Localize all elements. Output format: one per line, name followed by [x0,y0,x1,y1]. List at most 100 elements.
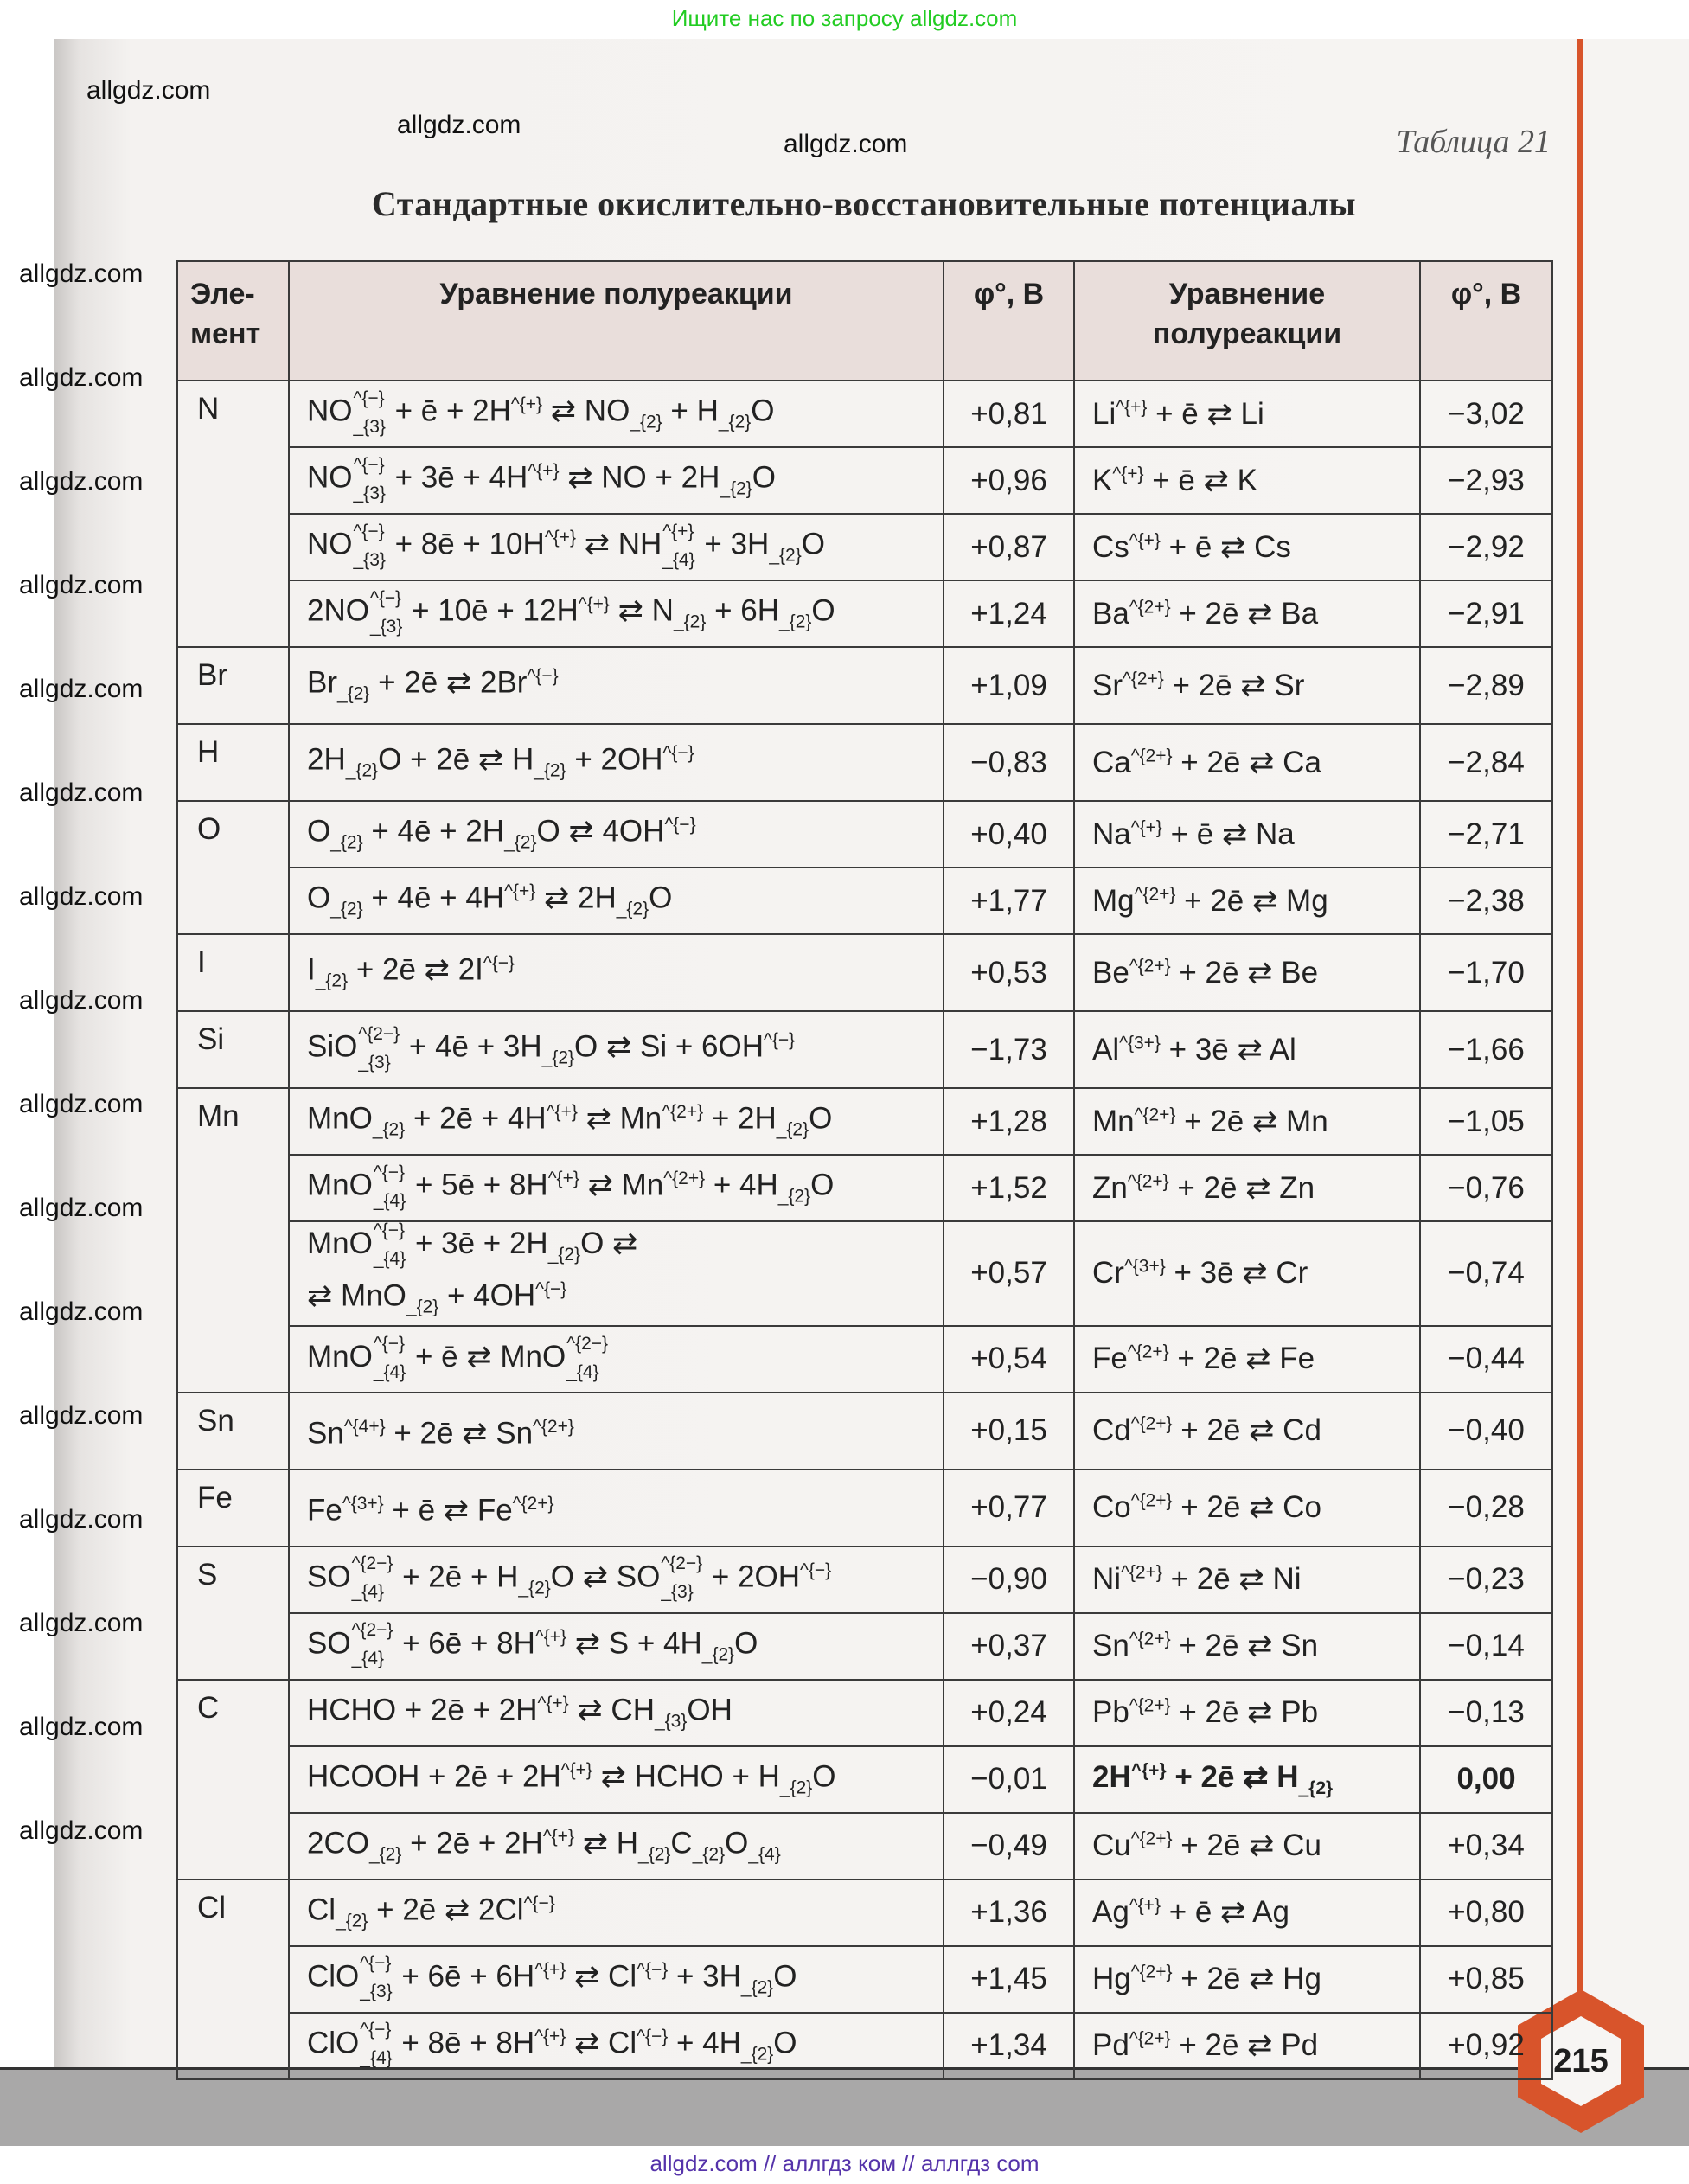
potential-value-right: −0,74 [1419,1220,1553,1327]
half-reaction-equation: HCOOH + 2ē + 2H^{+} ⇄ HCHO + H_{2}O [288,1745,944,1814]
potential-value-right: −2,71 [1419,800,1553,868]
potential-value: +0,77 [943,1468,1075,1547]
table-row: 2NO _{3} ^{−} + 10ē + 12H^{+} ⇄ N_{2} + 6H… [177,580,1553,648]
watermark-text: allgdz.com [19,1401,144,1430]
potential-value: +1,77 [943,867,1075,935]
table-row: Br Br_{2} + 2ē ⇄ 2Br^{−} +1,09 Sr^{2+} + 2ē… [176,646,1553,725]
table-row: 2CO_{2} + 2ē + 2H^{+} ⇄ H_{2}C_{2}O_{4} −… [177,1811,1553,1880]
half-reaction-equation: MnO_{2} + 2ē + 4H^{+} ⇄ Mn^{2+} + 2H_{2}… [288,1087,944,1156]
half-reaction-equation: HCHO + 2ē + 2H^{+} ⇄ CH_{3}OH [288,1678,944,1747]
half-reaction-equation-right: Fe^{2+} + 2ē ⇄ Fe [1073,1324,1421,1393]
potential-value-right: −2,89 [1419,646,1553,725]
half-reaction-equation: MnO _{4} ^{−} + 3ē + 2H_{2}O ⇄ ⇄ MnO_{2} + … [288,1220,944,1327]
potential-value-right: −1,70 [1419,933,1553,1012]
half-reaction-equation: I_{2} + 2ē ⇄ 2I^{−} [288,933,944,1012]
potential-value: +0,54 [943,1324,1075,1393]
potential-value-right: 0,00 [1419,1745,1553,1814]
watermark-text: allgdz.com [19,467,144,496]
element-cell: N [176,380,290,648]
header-equation: Уравнение полуреакции [288,260,944,381]
table-row: ClO _{4} ^{−} + 8ē + 8H^{+} ⇄ Cl^{−} + 4H_… [177,2011,1553,2080]
half-reaction-equation-right: Cs^{+} + ē ⇄ Cs [1073,513,1421,581]
half-reaction-equation: 2CO_{2} + 2ē + 2H^{+} ⇄ H_{2}C_{2}O_{4} [288,1811,944,1880]
half-reaction-equation-right: 2H^{+} + 2ē ⇄ H_{2} [1073,1745,1421,1814]
half-reaction-equation-right: Zn^{2+} + 2ē ⇄ Zn [1073,1154,1421,1222]
watermark-text: allgdz.com [19,778,144,807]
potential-value-right: −0,14 [1419,1611,1553,1681]
half-reaction-equation-right: Li^{+} + ē ⇄ Li [1073,380,1421,448]
table-row: MnO _{4} ^{−} + 5ē + 8H^{+} ⇄ Mn^{2+} + 4H… [177,1154,1553,1222]
half-reaction-equation: Cl_{2} + 2ē ⇄ 2Cl^{−} [288,1878,944,1947]
potential-value: −0,83 [943,723,1075,802]
half-reaction-equation-right: Ni^{2+} + 2ē ⇄ Ni [1073,1545,1421,1614]
potential-value-right: +0,85 [1419,1944,1553,2014]
potential-value-right: −0,28 [1419,1468,1553,1547]
watermark-text: allgdz.com [19,882,144,911]
potential-value: +0,96 [943,446,1075,515]
potential-value-right: −0,13 [1419,1678,1553,1747]
potential-value: +1,36 [943,1878,1075,1947]
half-reaction-equation: Fe^{3+} + ē ⇄ Fe^{2+} [288,1468,944,1547]
half-reaction-equation-right: K^{+} + ē ⇄ K [1073,446,1421,515]
half-reaction-equation: MnO _{4} ^{−} + 5ē + 8H^{+} ⇄ Mn^{2+} + 4H… [288,1154,944,1222]
half-reaction-equation-right: Mg^{2+} + 2ē ⇄ Mg [1073,867,1421,935]
potential-value-right: +0,92 [1419,2011,1553,2080]
watermark-text: allgdz.com [19,1609,144,1637]
header-equation-2: Уравнение полуреакции [1073,260,1421,381]
header-phi: φ°, В [943,260,1075,381]
top-banner: Ищите нас по запросу allgdz.com [671,5,1018,31]
redox-potentials-table: Эле- мент Уравнение полуреакции φ°, В Ур… [176,260,1553,2080]
potential-value: −0,90 [943,1545,1075,1614]
potential-value-right: −1,66 [1419,1010,1553,1089]
half-reaction-equation: 2NO _{3} ^{−} + 10ē + 12H^{+} ⇄ N_{2} + 6H… [288,580,944,648]
half-reaction-equation: ClO _{4} ^{−} + 8ē + 8H^{+} ⇄ Cl^{−} + 4H_… [288,2011,944,2080]
half-reaction-equation-right: Ba^{2+} + 2ē ⇄ Ba [1073,580,1421,648]
potential-value-right: −3,02 [1419,380,1553,448]
potential-value-right: −2,38 [1419,867,1553,935]
half-reaction-equation: Sn^{4+} + 2ē ⇄ Sn^{2+} [288,1391,944,1470]
potential-value-right: −2,92 [1419,513,1553,581]
potential-value: +1,45 [943,1944,1075,2014]
potential-value-right: −0,44 [1419,1324,1553,1393]
half-reaction-equation: MnO _{4} ^{−} + ē ⇄ MnO _{4} ^{2−} [288,1324,944,1393]
table-row: I I_{2} + 2ē ⇄ 2I^{−} +0,53 Be^{2+} + 2ē ⇄ … [176,933,1553,1012]
table-row: Sn Sn^{4+} + 2ē ⇄ Sn^{2+} +0,15 Cd^{2+} + 2… [176,1391,1553,1470]
half-reaction-equation: NO _{3} ^{−} + 8ē + 10H^{+} ⇄ NH _{4} ^{+} +… [288,513,944,581]
potential-value: +0,37 [943,1611,1075,1681]
table-body: N NO _{3} ^{−} + ē + 2H^{+} ⇄ NO_{2} + H_{2… [176,380,1553,2080]
table-row: S SO _{4} ^{2−} + 2ē + H_{2}O ⇄ SO _{3} ^{2−}… [176,1545,1553,1681]
potential-value: +0,53 [943,933,1075,1012]
watermark-text: allgdz.com [19,363,144,392]
table-row: NO _{3} ^{−} + 3ē + 4H^{+} ⇄ NO + 2H_{2}O +… [177,446,1553,515]
potential-value: +1,24 [943,580,1075,648]
potential-value-right: +0,34 [1419,1811,1553,1880]
table-row: ClO _{3} ^{−} + 6ē + 6H^{+} ⇄ Cl^{−} + 3H_… [177,1944,1553,2014]
table-header-row: Эле- мент Уравнение полуреакции φ°, В Ур… [176,260,1553,381]
watermark-text: allgdz.com [19,571,144,599]
table-row: MnO _{4} ^{−} + 3ē + 2H_{2}O ⇄ ⇄ MnO_{2} + … [177,1220,1553,1327]
potential-value-right: −0,23 [1419,1545,1553,1614]
half-reaction-equation-right: Mn^{2+} + 2ē ⇄ Mn [1073,1087,1421,1156]
watermark-text: allgdz.com [19,1090,144,1118]
potential-value-right: −0,76 [1419,1154,1553,1222]
element-cell: Mn [176,1087,290,1393]
element-cell: Si [176,1010,290,1089]
half-reaction-equation: SiO _{3} ^{2−} + 4ē + 3H_{2}O ⇄ Si + 6OH^{… [288,1010,944,1089]
potential-value-right: −2,91 [1419,580,1553,648]
half-reaction-equation: ClO _{3} ^{−} + 6ē + 6H^{+} ⇄ Cl^{−} + 3H_… [288,1944,944,2014]
footer-links: allgdz.com // аллгдз ком // аллгдз com [649,2150,1040,2176]
watermark-text: allgdz.com [86,76,211,105]
table-row: SO _{4} ^{2−} + 6ē + 8H^{+} ⇄ S + 4H_{2}O +… [177,1611,1553,1681]
table-row: Si SiO _{3} ^{2−} + 4ē + 3H_{2}O ⇄ Si + 6OH… [176,1010,1553,1089]
watermark-text: allgdz.com [19,1713,144,1741]
element-cell: H [176,723,290,802]
element-cell: Sn [176,1391,290,1470]
table-row: HCOOH + 2ē + 2H^{+} ⇄ HCHO + H_{2}O −0,01… [177,1745,1553,1814]
half-reaction-equation-right: Cr^{3+} + 3ē ⇄ Cr [1073,1220,1421,1327]
watermark-text: allgdz.com [19,675,144,703]
table-row: C HCHO + 2ē + 2H^{+} ⇄ CH_{3}OH +0,24 Pb^{2… [176,1678,1553,1880]
potential-value: +1,28 [943,1087,1075,1156]
watermark-text: allgdz.com [784,130,908,158]
potential-value: +0,87 [943,513,1075,581]
half-reaction-equation-right: Ca^{2+} + 2ē ⇄ Ca [1073,723,1421,802]
